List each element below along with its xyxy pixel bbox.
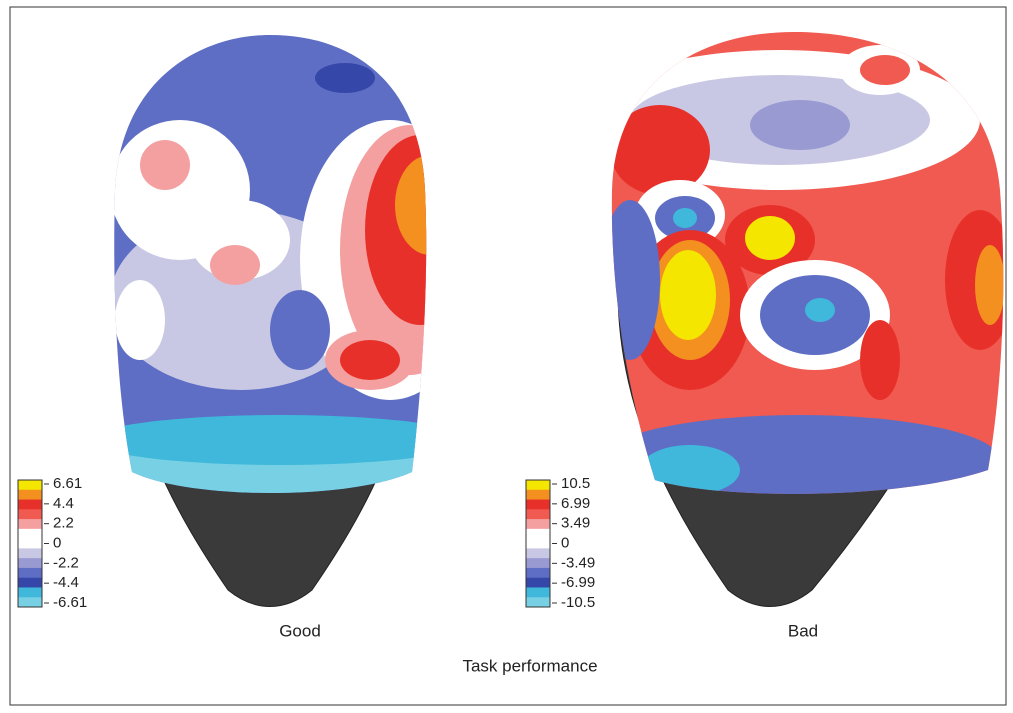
panel-label: Bad: [788, 621, 818, 640]
colorbar-segment: [18, 519, 42, 529]
colorbar-tick-label: -6.99: [561, 574, 595, 591]
panel-label: Good: [279, 621, 321, 640]
colorbar-tick-label: 0: [561, 534, 569, 551]
topo-region: [115, 280, 165, 360]
colorbar-good: 6.61 4.4 2.2 0 -2.2 -4.4 -6.61: [18, 475, 87, 611]
colorbar-segment: [18, 500, 42, 510]
topo-region: [860, 320, 900, 400]
topo-region: [805, 298, 835, 322]
colorbar-segment: [526, 568, 550, 578]
colorbar-segment: [18, 509, 42, 519]
colorbar-tick-label: -2.2: [53, 554, 79, 571]
colorbar-segment: [18, 529, 42, 539]
topo-region: [610, 105, 710, 195]
colorbar-segment: [18, 480, 42, 490]
topo-region: [90, 415, 470, 465]
topo-region: [140, 140, 190, 190]
x-label: Task performance: [462, 656, 597, 675]
colorbar-segment: [526, 509, 550, 519]
topo-region: [340, 340, 400, 380]
topo-region: [975, 245, 1005, 325]
page: {"panels": [ {"label": "Good", "colorbar…: [0, 0, 1013, 713]
topo-region: [860, 55, 910, 85]
colorbar-segment: [18, 578, 42, 588]
colorbar-tick-label: 6.61: [53, 475, 82, 492]
topo-region: [210, 245, 260, 285]
colorbar-segment: [526, 480, 550, 490]
colorbar-segment: [18, 597, 42, 607]
colorbar-tick-label: -10.5: [561, 594, 595, 611]
colorbar-tick-label: 0: [53, 534, 61, 551]
colorbar-tick-label: 2.2: [53, 515, 74, 532]
colorbar-tick-label: 3.49: [561, 515, 590, 532]
colorbar-segment: [526, 597, 550, 607]
colorbar-segment: [526, 548, 550, 558]
colorbar-segment: [526, 519, 550, 529]
colorbar-segment: [18, 587, 42, 597]
colorbar-segment: [526, 578, 550, 588]
colorbar-segment: [526, 539, 550, 549]
colorbar-segment: [18, 490, 42, 500]
colorbar-segment: [18, 568, 42, 578]
topo-region: [315, 63, 375, 93]
colorbar-segment: [526, 587, 550, 597]
colorbar-segment: [526, 490, 550, 500]
colorbar-segment: [18, 539, 42, 549]
colorbar-segment: [526, 558, 550, 568]
colorbar-tick-label: -6.61: [53, 594, 87, 611]
colorbar-tick-label: -3.49: [561, 554, 595, 571]
colorbar-tick-label: 4.4: [53, 495, 74, 512]
topo-region: [395, 155, 465, 255]
colorbar-segment: [526, 529, 550, 539]
topo-region: [745, 216, 795, 260]
topo-region: [270, 290, 330, 370]
topo-region: [750, 100, 850, 150]
colorbar-tick-label: -4.4: [53, 574, 79, 591]
figure: 6.61 4.4 2.2 0 -2.2 -4.4 -6.61 10.5 6.99 3.49 0 -3…: [0, 0, 1013, 708]
colorbar-tick-label: 6.99: [561, 495, 590, 512]
colorbar-segment: [526, 500, 550, 510]
colorbar-bad: 10.5 6.99 3.49 0 -3.49 -6.99 -10.5: [526, 475, 595, 611]
colorbar-segment: [18, 548, 42, 558]
colorbar-tick-label: 10.5: [561, 475, 590, 492]
topo-region: [660, 250, 716, 340]
colorbar-segment: [18, 558, 42, 568]
topo-region: [673, 208, 697, 228]
topo-region: [600, 200, 660, 360]
